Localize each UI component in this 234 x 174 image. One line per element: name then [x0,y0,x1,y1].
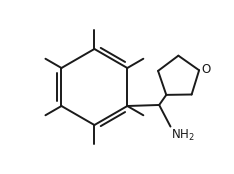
Text: NH$_2$: NH$_2$ [172,128,195,143]
Text: O: O [201,63,211,76]
